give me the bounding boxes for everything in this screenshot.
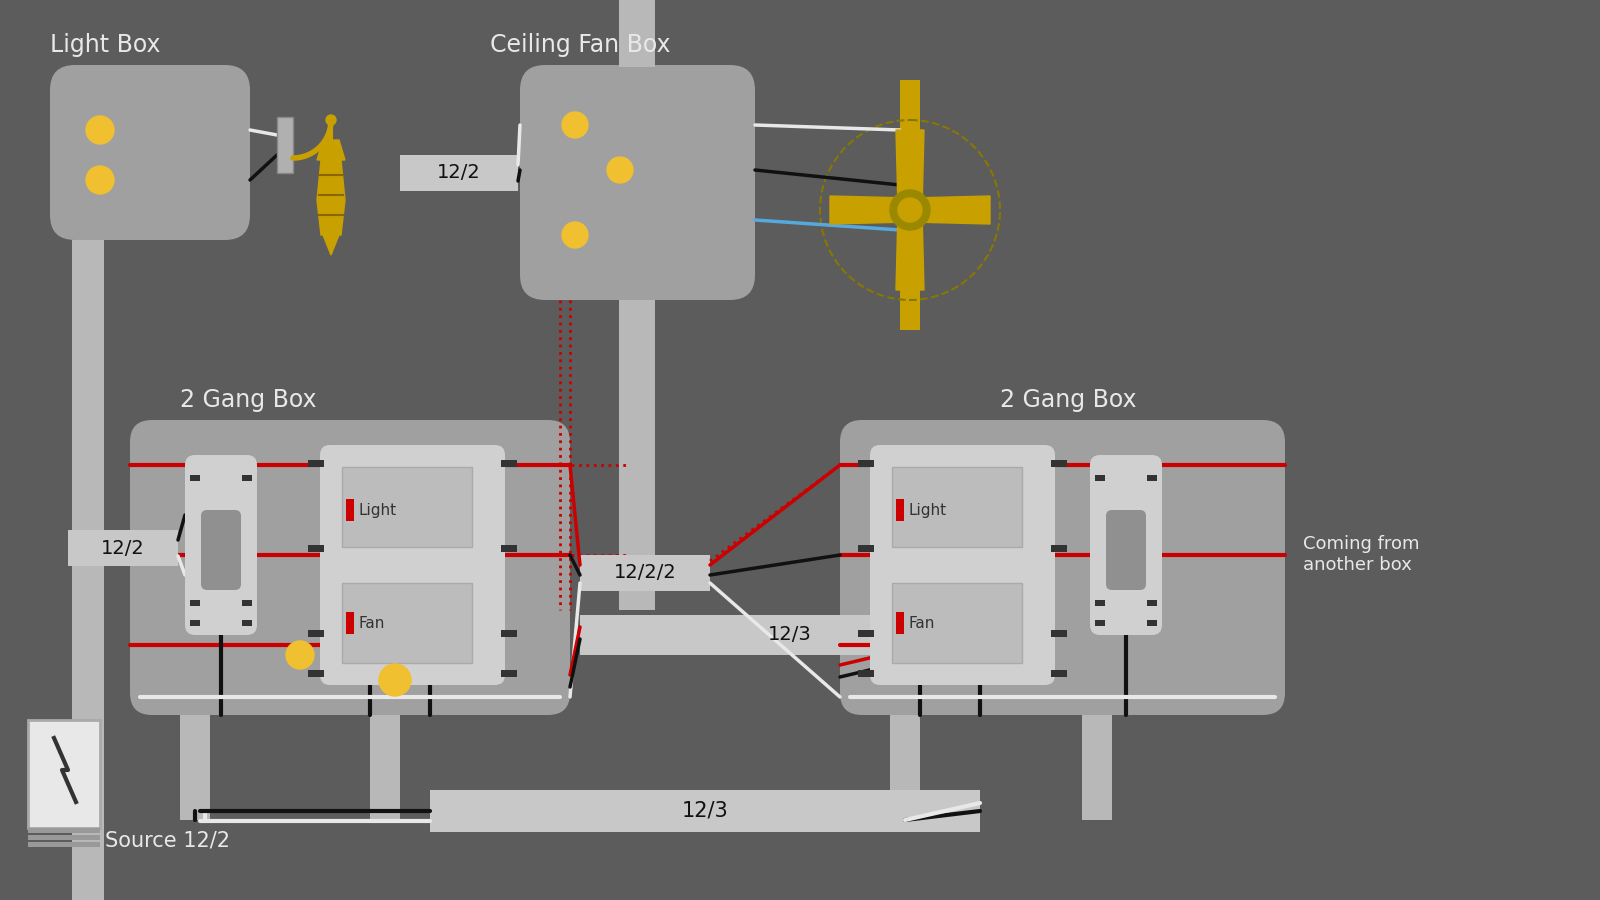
Polygon shape <box>323 235 339 255</box>
Bar <box>858 460 874 467</box>
Bar <box>400 155 518 191</box>
Bar <box>619 300 654 610</box>
Circle shape <box>606 157 634 183</box>
Bar <box>242 620 253 626</box>
Polygon shape <box>317 140 346 160</box>
FancyBboxPatch shape <box>50 65 250 240</box>
Bar <box>619 0 654 67</box>
Text: 12/2: 12/2 <box>101 538 146 557</box>
Polygon shape <box>910 196 990 224</box>
Bar <box>190 600 200 606</box>
Text: 2 Gang Box: 2 Gang Box <box>179 388 317 412</box>
Polygon shape <box>317 160 346 235</box>
FancyBboxPatch shape <box>1106 510 1146 590</box>
Bar <box>501 670 517 677</box>
Bar <box>190 620 200 626</box>
Circle shape <box>898 198 922 222</box>
Bar <box>1051 630 1067 637</box>
Bar <box>307 670 323 677</box>
Text: Light: Light <box>358 502 397 518</box>
Bar <box>858 545 874 552</box>
Bar <box>190 475 200 481</box>
Circle shape <box>379 664 411 696</box>
Text: 12/2: 12/2 <box>437 164 482 183</box>
Bar <box>1147 600 1157 606</box>
Text: 12/3: 12/3 <box>768 626 811 644</box>
Bar <box>72 240 104 480</box>
Bar <box>29 835 99 840</box>
Bar <box>579 615 1000 655</box>
Bar <box>307 460 323 467</box>
Bar <box>342 583 472 663</box>
Bar <box>307 545 323 552</box>
Bar <box>67 530 178 566</box>
Text: Light Box: Light Box <box>50 33 160 57</box>
Bar <box>1094 620 1106 626</box>
Bar <box>1051 670 1067 677</box>
Bar <box>29 842 99 847</box>
Text: 2 Gang Box: 2 Gang Box <box>1000 388 1136 412</box>
Circle shape <box>890 190 930 230</box>
Bar <box>501 460 517 467</box>
Bar <box>307 630 323 637</box>
Bar <box>1094 475 1106 481</box>
Text: 12/2/2: 12/2/2 <box>614 563 677 582</box>
Text: Coming from
another box: Coming from another box <box>1302 535 1419 574</box>
Bar <box>896 612 904 634</box>
Bar <box>893 583 1022 663</box>
Bar <box>899 80 920 330</box>
Polygon shape <box>830 196 910 224</box>
Circle shape <box>86 116 114 144</box>
Bar <box>342 467 472 547</box>
Bar <box>72 240 104 900</box>
Bar <box>1094 600 1106 606</box>
Bar <box>858 630 874 637</box>
Bar <box>1051 545 1067 552</box>
Bar <box>501 630 517 637</box>
Circle shape <box>562 112 589 138</box>
Bar <box>242 600 253 606</box>
Bar <box>1051 460 1067 467</box>
Text: 12/3: 12/3 <box>682 801 728 821</box>
Text: Fan: Fan <box>909 616 934 631</box>
Bar <box>858 670 874 677</box>
Bar <box>896 499 904 521</box>
Bar <box>370 715 400 820</box>
Circle shape <box>326 115 336 125</box>
FancyBboxPatch shape <box>130 420 570 715</box>
FancyBboxPatch shape <box>520 65 755 300</box>
Bar <box>579 555 710 591</box>
FancyBboxPatch shape <box>202 510 242 590</box>
Bar <box>1147 620 1157 626</box>
FancyBboxPatch shape <box>320 445 506 685</box>
Text: Fan: Fan <box>358 616 384 631</box>
Text: Light: Light <box>909 502 946 518</box>
Bar <box>1082 715 1112 820</box>
Bar <box>346 499 354 521</box>
FancyBboxPatch shape <box>1090 455 1162 635</box>
Bar <box>242 475 253 481</box>
Bar <box>277 117 293 173</box>
Circle shape <box>286 641 314 669</box>
Text: Source 12/2: Source 12/2 <box>106 830 230 850</box>
Bar <box>29 720 99 828</box>
Bar <box>346 612 354 634</box>
Bar <box>430 790 979 832</box>
FancyBboxPatch shape <box>870 445 1054 685</box>
Bar <box>890 715 920 820</box>
Polygon shape <box>896 210 925 290</box>
Bar <box>1147 475 1157 481</box>
Polygon shape <box>896 130 925 210</box>
Bar <box>29 828 99 833</box>
Circle shape <box>562 222 589 248</box>
Bar <box>501 545 517 552</box>
Bar <box>72 240 104 805</box>
FancyBboxPatch shape <box>840 420 1285 715</box>
FancyBboxPatch shape <box>186 455 258 635</box>
Text: Ceiling Fan Box: Ceiling Fan Box <box>490 33 670 57</box>
Bar <box>179 715 210 820</box>
Circle shape <box>86 166 114 194</box>
Bar <box>893 467 1022 547</box>
